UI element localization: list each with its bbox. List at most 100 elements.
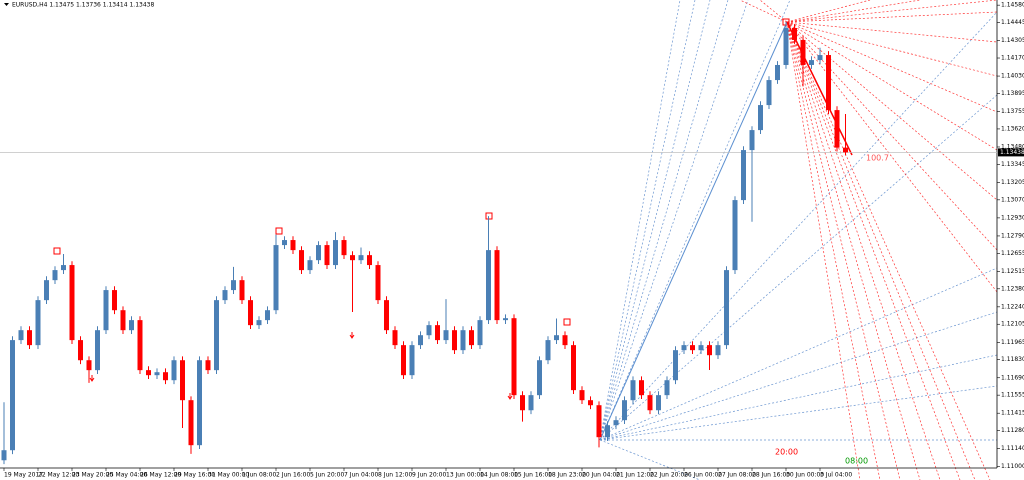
candle-body bbox=[800, 39, 806, 65]
candle-body bbox=[537, 360, 542, 396]
y-tick-label: 1.11415 bbox=[1001, 410, 1024, 417]
candle-body bbox=[273, 245, 279, 311]
arrow bbox=[349, 332, 355, 339]
fan-line bbox=[786, 21, 961, 480]
x-tick-label: 27 Jun 08:00 bbox=[718, 472, 756, 479]
fan-line bbox=[599, 0, 749, 441]
x-tick-label: 28 Jun 16:00 bbox=[752, 472, 790, 479]
fan-line bbox=[786, 21, 921, 480]
candle-body bbox=[690, 345, 695, 351]
candle-body bbox=[826, 55, 831, 111]
fan-line bbox=[739, 0, 788, 23]
candle-body bbox=[44, 280, 49, 301]
last-price-label: 1.13438 bbox=[1000, 149, 1024, 156]
candle-body bbox=[673, 350, 678, 381]
candle-body bbox=[137, 320, 143, 371]
x-tick-label: 19 May 2017 bbox=[4, 472, 43, 479]
fan-line bbox=[786, 21, 998, 293]
candle-body bbox=[163, 372, 168, 381]
x-tick-label: 7 Jun 04:00 bbox=[344, 472, 378, 479]
y-tick-label: 1.12515 bbox=[1001, 268, 1024, 275]
candle-body bbox=[775, 64, 780, 81]
candle-body bbox=[715, 345, 721, 356]
fibonacci-fans bbox=[599, 0, 998, 480]
annotation: 100.7 bbox=[866, 154, 889, 163]
candle-body bbox=[248, 300, 253, 326]
y-tick-label: 1.11000 bbox=[1001, 463, 1024, 470]
candle-body bbox=[783, 27, 789, 65]
candle-body bbox=[86, 360, 92, 371]
candle-body bbox=[61, 265, 66, 271]
y-tick-label: 1.13205 bbox=[1001, 179, 1024, 186]
fan-line bbox=[786, 21, 941, 480]
candle-body bbox=[180, 360, 185, 401]
candle-body bbox=[358, 255, 364, 261]
y-tick-label: 1.14030 bbox=[1001, 73, 1024, 80]
candle-body bbox=[545, 340, 551, 361]
candle-body bbox=[596, 405, 602, 438]
x-tick-label: 26 May 12:00 bbox=[140, 472, 181, 479]
y-tick-label: 1.13345 bbox=[1001, 161, 1024, 168]
fan-line bbox=[599, 0, 696, 441]
y-tick-label: 1.11965 bbox=[1001, 339, 1024, 346]
candle-body bbox=[299, 250, 304, 271]
y-tick-label: 1.13620 bbox=[1001, 125, 1024, 132]
candle-body bbox=[681, 345, 687, 351]
candle-body bbox=[562, 335, 568, 346]
fan-line bbox=[786, 21, 991, 480]
candle-body bbox=[282, 240, 287, 246]
candle-body bbox=[154, 372, 160, 376]
y-tick-label: 1.12105 bbox=[1001, 321, 1024, 328]
candle-body bbox=[10, 340, 15, 451]
y-tick-label: 1.11830 bbox=[1001, 356, 1024, 363]
candle-body bbox=[350, 255, 355, 261]
candle-body bbox=[231, 280, 236, 291]
candle-body bbox=[103, 290, 109, 331]
candle-body bbox=[698, 345, 704, 351]
candle-body bbox=[749, 130, 755, 151]
candle-body bbox=[307, 260, 313, 271]
x-tick-label: 20 Jun 04:00 bbox=[582, 472, 620, 479]
candle-body bbox=[52, 270, 58, 281]
annotation: 20:00 bbox=[775, 448, 798, 457]
chart-header: EURUSD,H4 1.13475 1.13736 1.13414 1.1343… bbox=[12, 2, 154, 9]
fan-line bbox=[786, 0, 921, 23]
candle-body bbox=[435, 325, 440, 341]
candle-body bbox=[809, 60, 814, 65]
y-tick-label: 1.14305 bbox=[1001, 37, 1024, 44]
fan-line bbox=[786, 21, 861, 480]
y-tick-label: 1.12240 bbox=[1001, 303, 1024, 310]
candle-body bbox=[18, 330, 24, 341]
candle-body bbox=[333, 240, 338, 266]
candle-body bbox=[214, 300, 219, 371]
candle-body bbox=[622, 400, 627, 421]
x-tick-label: 15 Jun 16:00 bbox=[514, 472, 552, 479]
x-tick-label: 31 May 00:00 bbox=[208, 472, 249, 479]
y-tick-label: 1.11140 bbox=[1001, 445, 1024, 452]
candle-body bbox=[324, 245, 330, 266]
arrow bbox=[89, 375, 95, 382]
candle-body bbox=[639, 380, 644, 396]
candle-body bbox=[792, 27, 797, 40]
y-tick-label: 1.14170 bbox=[1001, 55, 1024, 62]
fractal bbox=[53, 247, 61, 255]
candle-body bbox=[197, 360, 202, 446]
candle-body bbox=[741, 150, 746, 201]
candle-body bbox=[494, 250, 500, 321]
candle-body bbox=[367, 255, 372, 266]
candle-body bbox=[35, 300, 41, 346]
candle-body bbox=[571, 345, 576, 391]
candle-body bbox=[460, 330, 466, 351]
x-tick-label: 26 Jun 00:00 bbox=[684, 472, 722, 479]
candle-body bbox=[503, 318, 508, 321]
candle-body bbox=[341, 240, 347, 256]
y-tick-label: 1.12380 bbox=[1001, 285, 1024, 292]
y-tick-label: 1.12790 bbox=[1001, 232, 1024, 239]
candle-body bbox=[409, 345, 415, 376]
candle-body bbox=[843, 147, 848, 153]
candle-body bbox=[69, 265, 75, 341]
candle-body bbox=[469, 330, 474, 346]
menu-triangle[interactable] bbox=[4, 3, 9, 6]
